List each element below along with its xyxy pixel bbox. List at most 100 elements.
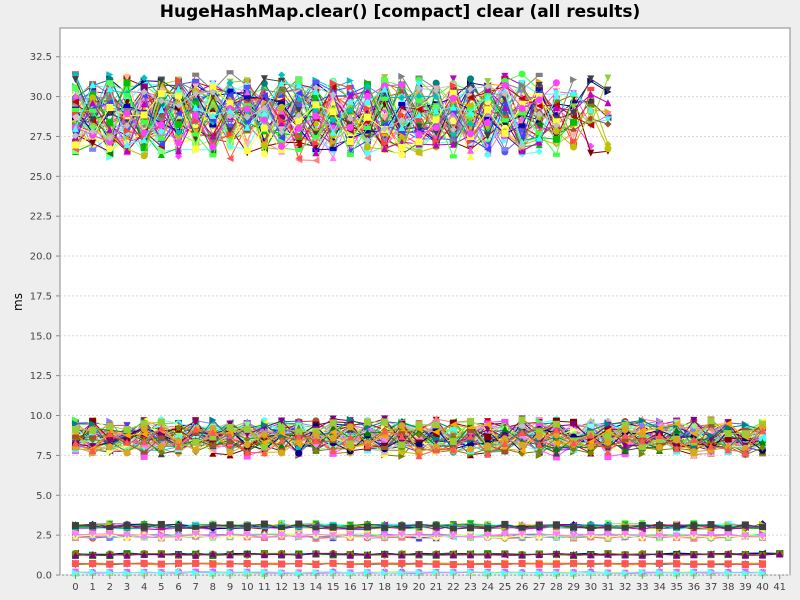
- data-point: [192, 72, 200, 77]
- data-point: [243, 425, 251, 433]
- data-point: [467, 108, 475, 116]
- data-point: [260, 141, 268, 149]
- data-point: [535, 96, 543, 104]
- data-point: [604, 524, 612, 532]
- data-point: [71, 115, 79, 123]
- data-point: [552, 95, 560, 103]
- data-point: [278, 79, 286, 87]
- data-point: [140, 152, 148, 160]
- data-point: [449, 117, 457, 125]
- data-point: [535, 110, 543, 118]
- data-point: [140, 450, 148, 455]
- data-point: [449, 89, 457, 97]
- data-point: [243, 113, 251, 121]
- data-point: [209, 449, 217, 457]
- data-point: [312, 525, 320, 533]
- data-point: [106, 422, 114, 430]
- data-point: [363, 429, 371, 437]
- data-point: [398, 101, 406, 107]
- data-point: [329, 415, 337, 423]
- data-point: [226, 70, 234, 75]
- data-point: [535, 138, 543, 146]
- data-point: [570, 131, 578, 139]
- data-point: [501, 118, 509, 123]
- data-point: [89, 131, 97, 139]
- data-point: [432, 522, 440, 530]
- data-point: [260, 150, 268, 158]
- data-point: [260, 75, 268, 83]
- data-point: [157, 443, 165, 451]
- data-point: [467, 428, 475, 434]
- data-point: [535, 72, 543, 77]
- data-point: [587, 449, 595, 457]
- data-point: [415, 421, 423, 429]
- data-point: [741, 448, 749, 456]
- data-point: [655, 424, 663, 432]
- data-point: [724, 420, 732, 428]
- data-point: [363, 87, 371, 95]
- data-point: [140, 438, 148, 446]
- data-point: [363, 125, 371, 131]
- data-point: [346, 152, 354, 157]
- data-point: [278, 524, 286, 532]
- series-line: [71, 520, 767, 533]
- data-point: [467, 524, 475, 532]
- data-point: [707, 423, 715, 428]
- data-point: [260, 105, 268, 113]
- data-point: [278, 437, 286, 445]
- data-point: [501, 129, 509, 137]
- data-point: [741, 421, 749, 429]
- data-point: [449, 424, 457, 432]
- data-point: [346, 440, 354, 448]
- data-point: [192, 138, 200, 146]
- data-point: [175, 424, 183, 432]
- data-point: [278, 111, 286, 119]
- data-point: [106, 85, 114, 93]
- data-point: [621, 438, 629, 443]
- data-point: [449, 154, 457, 159]
- data-point: [449, 445, 457, 453]
- data-point: [604, 108, 612, 116]
- data-point: [226, 431, 234, 439]
- data-point: [467, 417, 475, 425]
- data-point: [209, 153, 217, 158]
- data-point: [192, 425, 200, 433]
- data-point: [501, 81, 509, 89]
- data-point: [346, 114, 354, 122]
- data-point: [226, 138, 234, 146]
- data-point: [449, 140, 457, 148]
- data-point: [604, 99, 612, 107]
- data-point: [175, 152, 183, 160]
- data-point: [243, 421, 251, 429]
- data-point: [484, 151, 492, 159]
- data-point: [157, 424, 165, 432]
- data-point: [741, 423, 749, 431]
- data-point: [381, 114, 389, 122]
- data-point: [312, 157, 320, 165]
- data-point: [295, 116, 303, 124]
- data-point: [535, 82, 543, 90]
- data-point: [260, 449, 268, 457]
- data-point: [106, 119, 114, 127]
- data-point: [89, 417, 97, 425]
- data-point: [518, 104, 526, 112]
- data-point: [587, 149, 595, 157]
- data-point: [312, 447, 320, 455]
- data-point: [518, 428, 526, 436]
- data-point: [192, 117, 200, 125]
- data-point: [157, 418, 165, 426]
- data-point: [724, 446, 732, 454]
- data-point: [621, 426, 629, 434]
- data-point: [209, 88, 217, 96]
- data-point: [535, 148, 543, 156]
- data-point: [278, 424, 286, 432]
- data-point: [363, 418, 371, 426]
- data-point: [123, 117, 131, 125]
- data-point: [673, 445, 681, 453]
- data-point: [278, 417, 286, 425]
- data-point: [398, 441, 406, 449]
- data-point: [89, 128, 97, 136]
- data-point: [329, 434, 337, 442]
- data-point: [381, 524, 389, 532]
